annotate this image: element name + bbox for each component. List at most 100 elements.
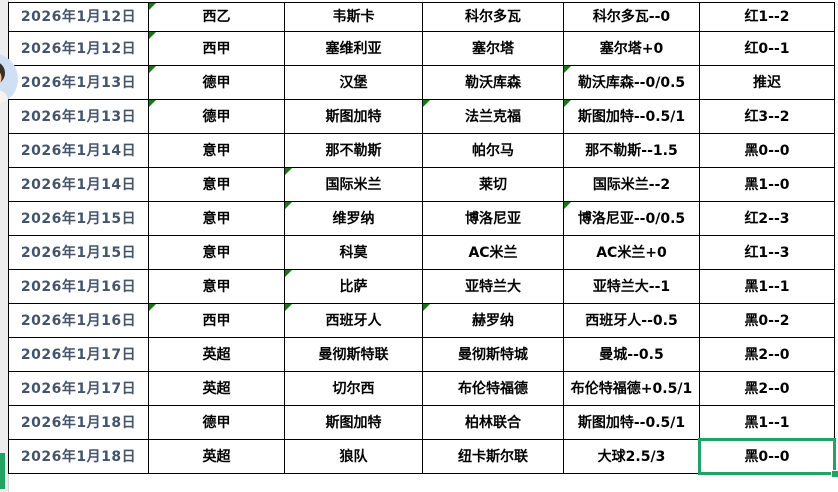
cell-away[interactable]: 柏林联合 (422, 405, 564, 440)
floating-avatar[interactable] (0, 53, 18, 105)
cell-date[interactable]: 2026年1月12日 (8, 31, 149, 66)
cell-date[interactable]: 2026年1月12日 (8, 2, 149, 32)
cell-handicap[interactable]: 勒沃库森--0/0.5 (563, 65, 700, 100)
cell-league[interactable]: 意甲 (148, 269, 285, 304)
cell-home[interactable]: 切尔西 (284, 371, 423, 406)
cell-home[interactable]: 国际米兰 (284, 167, 423, 202)
cell-handicap[interactable]: 布伦特福德+0.5/1 (563, 371, 700, 406)
cell-date[interactable]: 2026年1月16日 (8, 303, 149, 338)
cell-date[interactable]: 2026年1月14日 (8, 133, 149, 168)
cell-handicap[interactable]: 塞尔塔+0 (563, 31, 700, 66)
cell-handicap[interactable]: 科尔多瓦--0 (563, 2, 700, 32)
cell-home[interactable]: 汉堡 (284, 65, 423, 100)
cell-home[interactable]: 维罗纳 (284, 201, 423, 236)
cell-date[interactable]: 2026年1月13日 (8, 65, 149, 100)
table-row: 2026年1月17日 英超 曼彻斯特联 曼彻斯特城 曼城--0.5 黑2--0 (8, 337, 835, 372)
cell-result[interactable]: 红3--2 (699, 99, 835, 134)
cell-league[interactable]: 意甲 (148, 201, 285, 236)
cell-away[interactable]: AC米兰 (422, 235, 564, 270)
cell-away[interactable]: 科尔多瓦 (422, 2, 564, 32)
cell-handicap[interactable]: 西班牙人--0.5 (563, 303, 700, 338)
cell-league[interactable]: 西乙 (148, 2, 285, 32)
cell-result[interactable]: 黑1--0 (699, 167, 835, 202)
cell-handicap[interactable]: 斯图加特--0.5/1 (563, 99, 700, 134)
cell-handicap[interactable]: 大球2.5/3 (563, 439, 700, 474)
cell-away[interactable]: 博洛尼亚 (422, 201, 564, 236)
cell-date[interactable]: 2026年1月18日 (8, 405, 149, 440)
cell-text: 西班牙人 (325, 312, 382, 329)
cell-date[interactable]: 2026年1月17日 (8, 337, 149, 372)
cell-away[interactable]: 纽卡斯尔联 (422, 439, 564, 474)
cell-text: 斯图加特--0.5/1 (577, 108, 686, 125)
cell-home[interactable]: 曼彻斯特联 (284, 337, 423, 372)
cell-league[interactable]: 意甲 (148, 235, 285, 270)
cell-home[interactable]: 狼队 (284, 439, 423, 474)
cell-league[interactable]: 西甲 (148, 303, 285, 338)
cell-league[interactable]: 西甲 (148, 31, 285, 66)
cell-handicap[interactable]: 博洛尼亚--0/0.5 (563, 201, 700, 236)
cell-result[interactable]: 黑0--0 (698, 438, 838, 478)
cell-home[interactable]: 斯图加特 (284, 99, 423, 134)
cell-away[interactable]: 勒沃库森 (422, 65, 564, 100)
cell-text: 黑1--1 (744, 278, 790, 295)
cell-league[interactable]: 德甲 (148, 99, 285, 134)
cell-text: 曼彻斯特城 (458, 346, 528, 363)
cell-text: 斯图加特 (325, 108, 382, 125)
cell-handicap[interactable]: 国际米兰--2 (563, 167, 700, 202)
cell-away[interactable]: 亚特兰大 (422, 269, 564, 304)
table-row: 2026年1月12日 西甲 塞维利亚 塞尔塔 塞尔塔+0 红0--1 (8, 31, 835, 66)
cell-handicap[interactable]: 曼城--0.5 (563, 337, 700, 372)
cell-league[interactable]: 意甲 (148, 133, 285, 168)
cell-result[interactable]: 黑2--0 (699, 337, 835, 372)
cell-handicap[interactable]: AC米兰+0 (563, 235, 700, 270)
table-row: 2026年1月16日 意甲 比萨 亚特兰大 亚特兰大--1 黑1--1 (8, 269, 835, 304)
cell-result[interactable]: 红1--3 (699, 235, 835, 270)
cell-away[interactable]: 莱切 (422, 167, 564, 202)
cell-date[interactable]: 2026年1月14日 (8, 167, 149, 202)
error-indicator-icon (285, 202, 292, 209)
cell-result[interactable]: 推迟 (699, 65, 835, 100)
cell-home[interactable]: 科莫 (284, 235, 423, 270)
cell-text: 科尔多瓦 (465, 9, 521, 25)
cell-date[interactable]: 2026年1月18日 (8, 439, 149, 474)
cell-home[interactable]: 比萨 (284, 269, 423, 304)
cell-result[interactable]: 黑0--2 (699, 303, 835, 338)
cell-result[interactable]: 红0--1 (699, 31, 835, 66)
cell-date[interactable]: 2026年1月15日 (8, 235, 149, 270)
cell-result[interactable]: 黑0--0 (699, 133, 835, 168)
cell-league[interactable]: 英超 (148, 439, 285, 474)
cell-date[interactable]: 2026年1月13日 (8, 99, 149, 134)
cell-text: 维罗纳 (332, 210, 375, 227)
cell-away[interactable]: 帕尔马 (422, 133, 564, 168)
cell-handicap[interactable]: 那不勒斯--1.5 (563, 133, 700, 168)
cell-home[interactable]: 斯图加特 (284, 405, 423, 440)
cell-home[interactable]: 那不勒斯 (284, 133, 423, 168)
cell-league[interactable]: 德甲 (148, 65, 285, 100)
cell-league[interactable]: 英超 (148, 337, 285, 372)
cell-result[interactable]: 黑2--0 (699, 371, 835, 406)
cell-text: 纽卡斯尔联 (458, 448, 528, 465)
cell-result[interactable]: 红1--2 (699, 2, 835, 32)
cell-text: 黑0--0 (744, 448, 790, 465)
fill-handle[interactable] (831, 470, 838, 478)
cell-text: 意甲 (202, 278, 231, 295)
cell-date[interactable]: 2026年1月15日 (8, 201, 149, 236)
cell-result[interactable]: 红2--3 (699, 201, 835, 236)
cell-date[interactable]: 2026年1月17日 (8, 371, 149, 406)
cell-league[interactable]: 英超 (148, 371, 285, 406)
cell-away[interactable]: 塞尔塔 (422, 31, 564, 66)
cell-away[interactable]: 布伦特福德 (422, 371, 564, 406)
cell-league[interactable]: 德甲 (148, 405, 285, 440)
cell-away[interactable]: 曼彻斯特城 (422, 337, 564, 372)
cell-league[interactable]: 意甲 (148, 167, 285, 202)
cell-home[interactable]: 塞维利亚 (284, 31, 423, 66)
cell-home[interactable]: 西班牙人 (284, 303, 423, 338)
cell-result[interactable]: 黑1--1 (699, 269, 835, 304)
cell-handicap[interactable]: 斯图加特--0.5/1 (563, 405, 700, 440)
cell-home[interactable]: 韦斯卡 (284, 2, 423, 32)
cell-away[interactable]: 赫罗纳 (422, 303, 564, 338)
cell-result[interactable]: 黑1--1 (699, 405, 835, 440)
cell-handicap[interactable]: 亚特兰大--1 (563, 269, 700, 304)
cell-date[interactable]: 2026年1月16日 (8, 269, 149, 304)
cell-away[interactable]: 法兰克福 (422, 99, 564, 134)
